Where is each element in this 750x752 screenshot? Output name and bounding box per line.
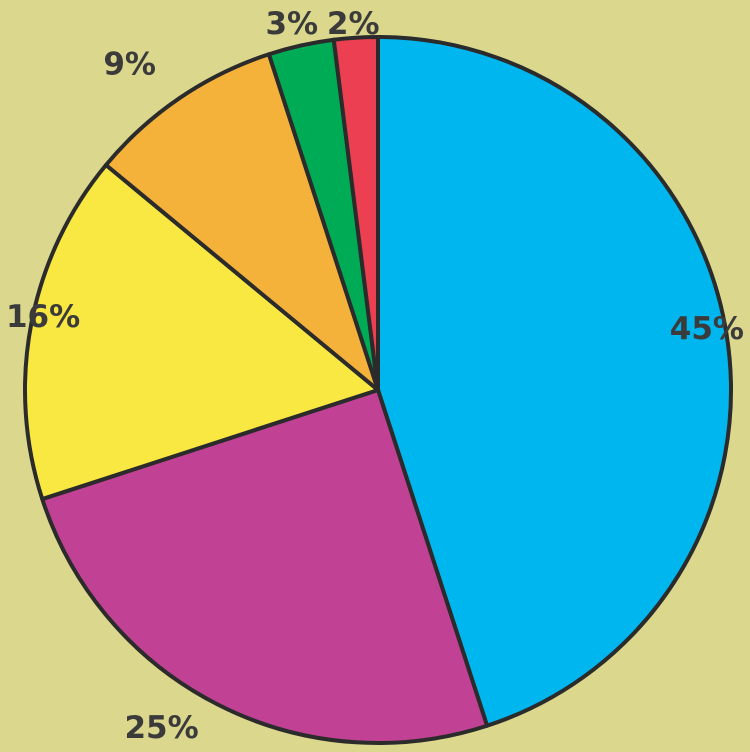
- pie-label-25: 25%: [124, 710, 198, 746]
- pie-slice-2: [331, 34, 380, 392]
- pie-slices: [23, 34, 733, 745]
- pie-slice-45: [376, 35, 733, 728]
- pie-labels: 45% 25% 16% 9% 3% 2%: [6, 6, 744, 746]
- pie-slice-25: [40, 388, 490, 745]
- pie-label-2: 2%: [327, 6, 380, 42]
- pie-label-45: 45%: [670, 311, 744, 347]
- pie-label-16: 16%: [6, 299, 80, 335]
- pie-slice-16: [23, 162, 380, 502]
- pie-label-3: 3%: [265, 6, 318, 42]
- pie-slice-9: [104, 52, 380, 392]
- pie-label-9: 9%: [103, 46, 156, 82]
